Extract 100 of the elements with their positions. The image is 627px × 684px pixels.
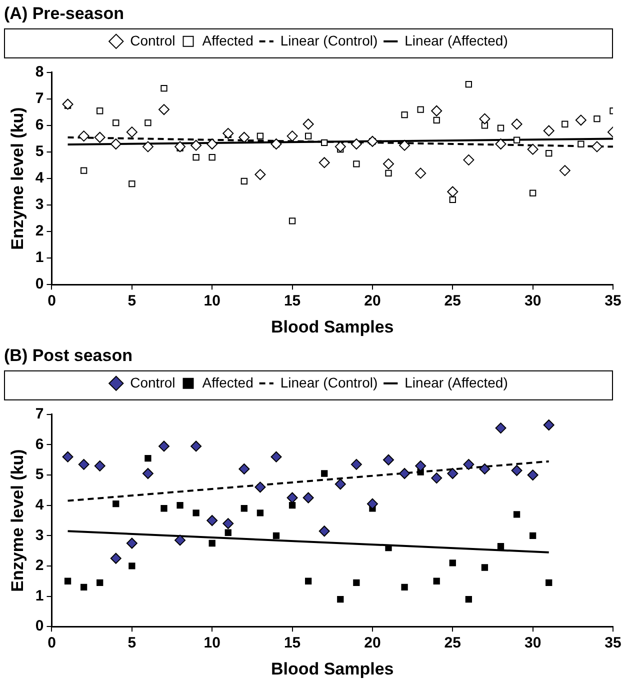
chart-title: (B) Post season bbox=[4, 346, 132, 365]
point bbox=[304, 578, 312, 584]
y-tick-label: 5 bbox=[35, 143, 44, 160]
point bbox=[144, 455, 152, 462]
point bbox=[112, 500, 120, 508]
y-tick-label: 8 bbox=[35, 64, 44, 81]
point bbox=[465, 596, 472, 603]
point bbox=[511, 118, 522, 130]
point bbox=[447, 186, 458, 198]
x-tick-label: 5 bbox=[128, 292, 136, 310]
y-tick-label: 2 bbox=[35, 222, 44, 240]
point bbox=[208, 540, 216, 547]
point bbox=[192, 154, 200, 161]
point bbox=[78, 458, 90, 470]
point bbox=[96, 108, 104, 114]
point bbox=[382, 158, 394, 170]
point bbox=[321, 470, 328, 477]
point bbox=[286, 130, 298, 142]
point bbox=[465, 81, 472, 88]
point bbox=[206, 138, 218, 150]
point bbox=[431, 105, 442, 116]
point bbox=[126, 126, 138, 138]
point bbox=[270, 451, 282, 462]
x-tick-label: 15 bbox=[284, 634, 301, 652]
point bbox=[382, 454, 394, 466]
y-tick-label: 4 bbox=[35, 496, 44, 514]
point bbox=[208, 154, 216, 161]
point bbox=[385, 170, 392, 177]
point bbox=[318, 526, 330, 537]
point bbox=[449, 560, 456, 566]
y-tick-label: 1 bbox=[35, 587, 44, 604]
point bbox=[479, 463, 490, 474]
point bbox=[321, 139, 328, 146]
x-tick-label: 35 bbox=[604, 634, 622, 652]
point bbox=[94, 460, 106, 472]
point bbox=[62, 98, 74, 110]
x-tick-label: 25 bbox=[444, 292, 461, 310]
point bbox=[224, 529, 232, 536]
point bbox=[126, 538, 138, 549]
point bbox=[302, 492, 314, 504]
x-axis-title: Blood Samples bbox=[270, 317, 394, 336]
point bbox=[591, 141, 602, 152]
point bbox=[513, 136, 520, 144]
point bbox=[366, 498, 378, 510]
x-tick-label: 35 bbox=[604, 292, 622, 310]
x-tick-label: 25 bbox=[444, 634, 461, 652]
point bbox=[288, 218, 296, 224]
point bbox=[575, 114, 586, 126]
point bbox=[529, 532, 536, 539]
point bbox=[128, 562, 136, 570]
y-axis-title: Enzyme level (ku) bbox=[8, 107, 27, 250]
x-tick-label: 0 bbox=[48, 292, 56, 310]
point bbox=[240, 505, 248, 512]
point bbox=[190, 140, 202, 151]
legend-label: Control bbox=[130, 374, 176, 390]
point bbox=[559, 165, 570, 176]
point bbox=[417, 106, 424, 113]
y-tick-label: 4 bbox=[35, 170, 44, 187]
point bbox=[334, 478, 346, 490]
point bbox=[479, 113, 490, 124]
point bbox=[176, 502, 184, 509]
point bbox=[481, 564, 488, 571]
x-tick-label: 30 bbox=[524, 292, 542, 310]
legend-label: Linear (Affected) bbox=[404, 32, 508, 48]
point bbox=[511, 464, 522, 476]
point bbox=[240, 178, 248, 184]
point bbox=[96, 579, 104, 586]
point bbox=[254, 169, 266, 180]
point bbox=[238, 463, 250, 474]
point bbox=[174, 141, 186, 152]
legend-label: Affected bbox=[202, 32, 254, 48]
point bbox=[431, 472, 442, 484]
legend-label: Linear (Control) bbox=[280, 374, 378, 390]
point bbox=[222, 128, 234, 139]
legend-label: Linear (Control) bbox=[280, 32, 378, 48]
point bbox=[192, 510, 200, 516]
y-tick-label: 1 bbox=[35, 249, 44, 266]
point bbox=[527, 144, 538, 155]
point bbox=[495, 138, 506, 150]
point bbox=[543, 125, 554, 136]
point bbox=[527, 470, 538, 481]
y-tick-label: 3 bbox=[35, 196, 44, 214]
point bbox=[513, 511, 520, 518]
point bbox=[64, 578, 72, 584]
point bbox=[110, 552, 122, 564]
point bbox=[495, 422, 506, 434]
point bbox=[401, 584, 408, 591]
point bbox=[160, 84, 168, 92]
x-tick-label: 5 bbox=[128, 634, 136, 652]
y-tick-label: 2 bbox=[35, 557, 44, 574]
point bbox=[399, 140, 410, 151]
point bbox=[80, 167, 88, 174]
point bbox=[256, 510, 264, 516]
legend-label: Linear (Affected) bbox=[404, 374, 508, 390]
y-tick-label: 0 bbox=[35, 618, 44, 635]
point bbox=[158, 440, 170, 452]
point bbox=[158, 104, 170, 116]
point bbox=[401, 112, 408, 118]
point bbox=[144, 119, 152, 126]
point bbox=[80, 584, 88, 591]
